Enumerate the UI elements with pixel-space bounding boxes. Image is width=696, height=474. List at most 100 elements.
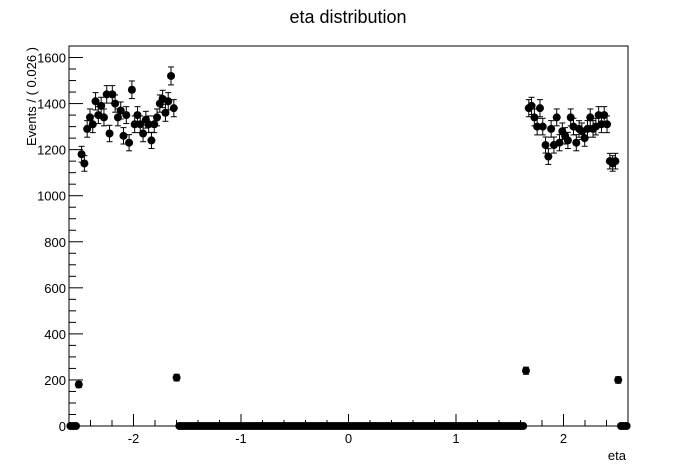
data-marker — [153, 113, 162, 122]
x-tick-label: 1 — [452, 431, 459, 446]
data-marker — [161, 108, 170, 117]
data-points — [66, 66, 631, 430]
data-marker — [130, 120, 139, 129]
data-marker — [108, 90, 117, 99]
data-point — [586, 108, 595, 127]
data-point — [563, 131, 572, 150]
data-marker — [144, 120, 153, 129]
data-point — [97, 96, 106, 115]
data-marker — [622, 422, 631, 430]
data-marker — [541, 141, 550, 150]
data-marker — [586, 113, 595, 122]
data-marker — [600, 111, 609, 120]
data-marker — [125, 138, 134, 147]
data-point — [83, 120, 92, 138]
data-marker — [555, 138, 564, 147]
data-point — [611, 152, 620, 170]
x-tick-label: 0 — [345, 431, 352, 446]
data-marker — [80, 159, 89, 168]
data-point — [139, 124, 148, 143]
data-point — [521, 366, 530, 375]
data-marker — [547, 124, 556, 133]
data-marker — [169, 104, 178, 113]
data-marker — [119, 131, 128, 140]
data-point — [535, 99, 544, 118]
data-marker — [594, 111, 603, 120]
data-marker — [116, 106, 125, 115]
data-marker — [172, 373, 181, 382]
data-marker — [583, 124, 592, 133]
data-marker — [552, 113, 561, 122]
x-axis-label: eta — [608, 448, 627, 463]
data-marker — [105, 129, 114, 138]
data-marker — [122, 111, 131, 120]
data-marker — [83, 124, 92, 133]
data-marker — [538, 122, 547, 131]
data-marker — [102, 90, 111, 99]
data-point — [71, 422, 80, 430]
data-marker — [133, 111, 142, 120]
data-point — [122, 106, 131, 125]
data-marker — [88, 120, 97, 129]
data-point — [164, 92, 173, 111]
y-tick-label: 1200 — [37, 143, 66, 158]
data-marker — [614, 375, 623, 384]
data-marker — [147, 136, 156, 145]
data-point — [167, 66, 176, 86]
data-point — [161, 103, 170, 122]
data-marker — [85, 113, 94, 122]
data-marker — [521, 366, 530, 375]
data-point — [614, 375, 623, 384]
y-tick-label: 800 — [44, 235, 66, 250]
data-marker — [167, 71, 176, 80]
data-point — [144, 115, 153, 134]
data-point — [572, 134, 581, 152]
data-marker — [603, 120, 612, 129]
data-point — [555, 134, 564, 152]
data-point — [541, 136, 550, 154]
data-point — [594, 106, 603, 125]
data-marker — [580, 134, 589, 143]
data-marker — [519, 422, 528, 430]
data-point — [603, 115, 612, 134]
y-axis: 0 200 400 600 800 1000 1200 1400 1600 — [37, 45, 83, 434]
chart-title: eta distribution — [289, 7, 406, 27]
data-marker — [544, 152, 553, 161]
data-marker — [572, 138, 581, 147]
data-point — [147, 131, 156, 150]
x-tick-label: -1 — [235, 431, 247, 446]
data-marker — [127, 85, 136, 94]
data-point — [538, 117, 547, 136]
data-point — [519, 422, 528, 430]
data-marker — [566, 113, 575, 122]
data-point — [127, 80, 136, 100]
data-point — [125, 134, 134, 152]
data-marker — [597, 120, 606, 129]
data-point — [172, 373, 181, 382]
data-point — [530, 108, 539, 127]
data-marker — [139, 129, 148, 138]
data-point — [552, 108, 561, 127]
data-point — [533, 117, 542, 136]
data-point — [544, 148, 553, 165]
x-axis: -2 -1 0 1 2 — [68, 414, 629, 446]
data-point — [547, 120, 556, 138]
data-marker — [74, 380, 83, 389]
data-point — [74, 380, 83, 389]
data-point — [77, 145, 86, 163]
data-marker — [533, 122, 542, 131]
data-marker — [563, 136, 572, 145]
data-point — [99, 108, 108, 127]
data-marker — [530, 113, 539, 122]
data-point — [169, 99, 178, 118]
data-marker — [136, 120, 145, 129]
x-tick-label: 2 — [560, 431, 567, 446]
data-point — [116, 101, 125, 120]
data-marker — [611, 157, 620, 166]
data-marker — [91, 97, 100, 106]
data-marker — [111, 99, 120, 108]
y-tick-label: 600 — [44, 281, 66, 296]
data-point — [583, 120, 592, 138]
y-tick-label: 1400 — [37, 97, 66, 112]
